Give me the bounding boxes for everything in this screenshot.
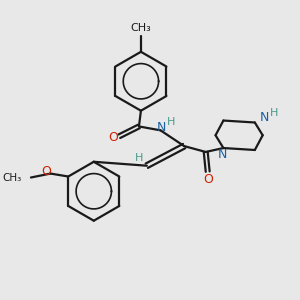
Text: N: N: [218, 148, 227, 161]
Text: CH₃: CH₃: [3, 173, 22, 184]
Text: H: H: [270, 108, 279, 118]
Text: H: H: [167, 116, 176, 127]
Text: N: N: [260, 111, 269, 124]
Text: H: H: [135, 153, 143, 163]
Text: CH₃: CH₃: [130, 23, 151, 33]
Text: N: N: [157, 121, 166, 134]
Text: O: O: [203, 173, 213, 186]
Text: O: O: [109, 131, 118, 144]
Text: O: O: [42, 165, 52, 178]
